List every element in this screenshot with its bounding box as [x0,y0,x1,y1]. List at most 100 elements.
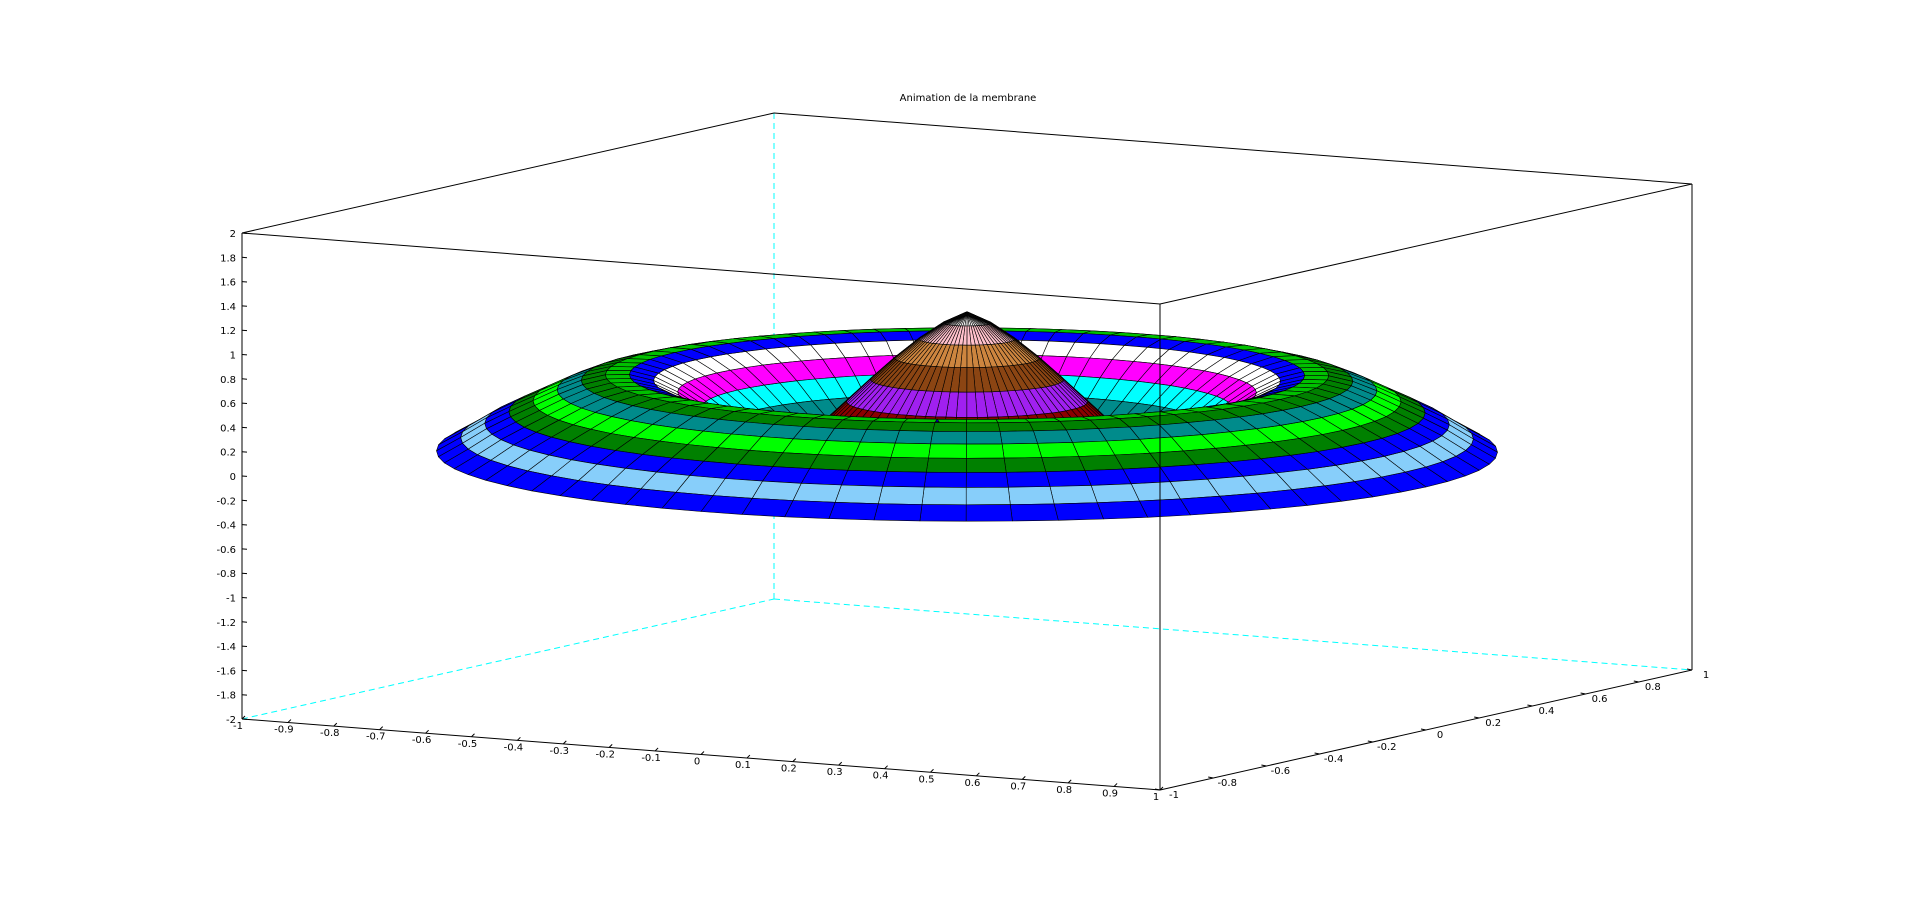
surface-facet [965,486,1011,506]
surface-facet [877,485,925,505]
x-tick [1113,783,1118,787]
surface-facet [859,429,900,444]
z-tick-label: 1.8 [220,253,236,264]
surface-facet [1001,442,1042,459]
surface-facet [559,480,609,501]
surface-facet [930,430,967,445]
surface-facet [886,456,929,473]
surface-facet [1053,502,1104,521]
box-edge [1159,183,1693,305]
surface-facet [965,504,1013,522]
x-tick-label: -0.5 [458,739,478,750]
y-tick-label: 0.2 [1485,718,1501,729]
chart-title: Animation de la membrane [900,93,1037,104]
surface-facet [1084,468,1132,486]
surface-facet [1003,457,1047,473]
surface-facet [847,455,892,472]
x-tick-label: 1 [1153,792,1159,803]
surface-facet [792,482,842,503]
x-tick [1021,775,1026,780]
surface-facet [966,422,1001,432]
x-tick [379,726,384,731]
front-box-edges [241,112,1693,791]
surface-facet [1033,429,1073,444]
surface-facet [965,431,1003,445]
x-tick-label: 0.7 [1010,781,1026,792]
surface-facet [932,422,967,432]
y-axis: -1 -0.8 -0.6 -0.4 -0.2 0 0.2 0.4 0.6 0.8 1 [1154,668,1709,801]
x-tick [517,736,521,741]
z-tick-label: 1.4 [220,302,236,313]
x-tick [792,758,797,762]
surface-facet [1037,442,1079,458]
surface-facet [604,374,631,380]
x-tick-label: -0.8 [320,728,340,739]
surface-facet [965,471,1009,488]
x-tick [562,740,567,745]
x-tick [608,744,613,748]
z-tick-label: -0.8 [216,569,236,580]
surface-facet [1007,486,1055,505]
surface-facet [1041,456,1086,473]
surface-facet [1021,331,1056,342]
surface-facet [1028,420,1067,432]
surface-facet [1045,470,1092,487]
box-edge [241,718,1161,791]
x-tick-label: -0.6 [412,735,432,746]
z-tick-label: 0.4 [220,423,236,434]
z-tick-label: -0.4 [216,521,236,532]
x-tick-label: -0.4 [504,742,524,753]
box-edge [773,112,1693,185]
surface-facet [828,501,879,521]
x-tick-label: 0 [694,757,700,768]
x-tick [287,719,292,723]
z-tick-label: 1.2 [220,326,236,337]
surface-facet [934,418,967,424]
z-tick-label: -0.2 [216,496,236,507]
surface-facet [965,443,1005,459]
x-tick-label: 0.6 [964,778,980,789]
z-tick-label: -0.6 [216,545,236,556]
x-tick-label: -0.3 [550,746,570,757]
x-tick-label: 0.9 [1102,788,1118,799]
x-tick-label: -0.2 [595,749,615,760]
y-tick-label: 0.6 [1592,694,1608,705]
z-tick-label: -1.2 [216,618,236,629]
surface-facet [1097,500,1148,520]
y-tick-label: 0.8 [1645,682,1661,693]
x-tick [976,772,980,777]
surface-facet [606,366,635,372]
surface-facet [853,441,896,458]
x-tick-label: 0.1 [735,760,751,771]
x-tick-label: 0.5 [919,774,935,785]
y-tick-label: -0.4 [1324,754,1344,765]
surface-facet [999,430,1038,445]
y-tick-label: 1 [1703,670,1709,681]
x-tick [654,747,659,752]
z-tick-label: 2 [230,229,236,240]
x-tick [700,751,705,755]
x-tick-label: -1 [233,721,243,732]
surface-facet [1049,485,1098,505]
y-tick-label: 0.4 [1538,706,1554,717]
z-tick-label: 0.2 [220,448,236,459]
box-edge [1159,669,1693,791]
x-tick [1067,779,1072,784]
x-axis: -1 -0.9 -0.8 -0.7 -0.6 -0.5 -0.4 -0.3 -0.2 -0.1 0 0… [233,715,1164,803]
surface-facet [1078,454,1124,471]
z-tick-label: 1.6 [220,278,236,289]
x-tick [746,754,751,759]
surface-facet [928,443,967,459]
surface-facet [1090,483,1140,504]
x-tick-label: -0.7 [366,732,386,743]
y-tick-label: -0.6 [1271,766,1291,777]
membrane-surface [436,311,1498,522]
surface-facet [873,503,923,522]
surface-facet [1303,371,1329,377]
surface-facet [834,484,883,505]
z-tick-label: 0 [230,472,236,483]
z-tick-label: 1 [230,351,236,362]
x-tick [471,733,475,738]
hidden-box-edge [773,598,1693,671]
